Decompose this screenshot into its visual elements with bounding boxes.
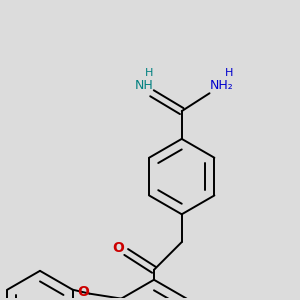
Text: NH: NH xyxy=(135,79,153,92)
Text: H: H xyxy=(225,68,234,78)
Text: H: H xyxy=(145,68,153,78)
Text: NH₂: NH₂ xyxy=(210,79,233,92)
Text: O: O xyxy=(78,285,90,299)
Text: O: O xyxy=(112,241,124,255)
